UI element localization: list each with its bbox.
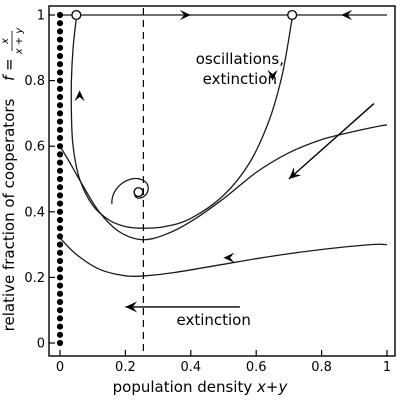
filled-point: [56, 208, 64, 215]
filled-point: [56, 126, 64, 133]
annotation-label: oscillations,: [196, 50, 284, 68]
filled-point: [56, 52, 64, 60]
flow-arrow-up: [74, 90, 85, 102]
filled-point: [56, 290, 64, 297]
filled-point: [56, 266, 64, 273]
x-tick-label: 0.8: [311, 360, 332, 375]
filled-point: [56, 323, 64, 330]
trajectory-3: [59, 124, 388, 241]
direction-arrow-line-1: [288, 103, 375, 180]
flow-arrow-left: [223, 252, 235, 263]
filled-point: [56, 175, 64, 183]
annotation-label: extinction: [203, 70, 277, 88]
y-tick-label: 0.2: [24, 271, 45, 286]
filled-point: [56, 167, 64, 174]
tick-layer: 0 0.2 0.4 0.6 0.8 1 0 0.2 0.4 0.6 0.8 1: [24, 9, 391, 376]
y-axis-title-frac-den: x + y: [14, 27, 25, 56]
trajectory-4: [59, 237, 388, 278]
filled-point: [56, 257, 64, 265]
fixed-point: [133, 187, 144, 198]
annotation-label: extinction: [176, 311, 250, 329]
x-tick-label: 0.6: [246, 360, 267, 375]
filled-point: [56, 143, 64, 150]
y-axis-title: relative fraction of cooperators f = x x…: [0, 27, 25, 332]
filled-point: [56, 249, 64, 256]
filled-point: [56, 134, 64, 142]
filled-point: [56, 184, 64, 191]
plot-frame: [48, 5, 396, 357]
filled-point: [56, 77, 64, 84]
filled-point: [56, 241, 64, 248]
filled-point: [56, 102, 64, 109]
filled-point: [56, 315, 64, 322]
filled-point: [56, 331, 64, 338]
filled-point: [56, 307, 64, 314]
filled-point: [56, 298, 64, 306]
filled-point: [56, 28, 64, 35]
fixed-point: [71, 9, 82, 21]
x-tick-label: 0.2: [115, 360, 136, 375]
filled-point: [56, 36, 64, 43]
x-tick-label: 0: [56, 360, 64, 375]
y-axis-title-text: relative fraction of cooperators: [0, 98, 18, 331]
filled-point: [56, 118, 64, 125]
x-tick-label: 1: [383, 360, 391, 375]
filled-point: [56, 20, 64, 27]
y-axis-title-frac-num: x: [0, 38, 11, 45]
annotation-layer: oscillations, extinction extinction: [176, 50, 283, 329]
filled-point: [56, 85, 64, 92]
filled-point: [56, 159, 64, 166]
marker-layer: [56, 9, 375, 347]
flow-arrow-left: [341, 9, 353, 21]
direction-arrow-head-1: [288, 167, 302, 179]
filled-point: [56, 11, 64, 19]
direction-arrow-head-2: [125, 301, 138, 313]
y-tick-label: 0.4: [24, 205, 45, 220]
filled-point: [56, 93, 64, 101]
flow-arrow-down: [267, 69, 278, 81]
y-axis-title-math: f =: [0, 58, 18, 81]
filled-point: [56, 339, 64, 347]
filled-point: [56, 151, 64, 158]
filled-point: [56, 44, 64, 51]
filled-point: [56, 110, 64, 117]
flow-arrow-right: [179, 9, 191, 21]
x-tick-label: 0.4: [180, 360, 201, 375]
filled-point: [56, 192, 64, 199]
y-tick-label: 0.6: [24, 140, 45, 155]
trajectory-2: [70, 18, 293, 229]
y-tick-label: 0.8: [24, 74, 45, 89]
filled-point: [56, 216, 64, 224]
filled-point: [56, 225, 64, 232]
filled-point: [56, 233, 64, 240]
x-axis-title: population density x+y: [113, 378, 289, 396]
y-tick-label: 0: [37, 337, 45, 352]
y-tick-label: 1: [37, 9, 45, 24]
filled-point: [56, 61, 64, 68]
filled-point: [56, 282, 64, 289]
fixed-point: [287, 9, 298, 21]
filled-point: [56, 200, 64, 207]
filled-point: [56, 274, 64, 281]
filled-point: [56, 69, 64, 76]
